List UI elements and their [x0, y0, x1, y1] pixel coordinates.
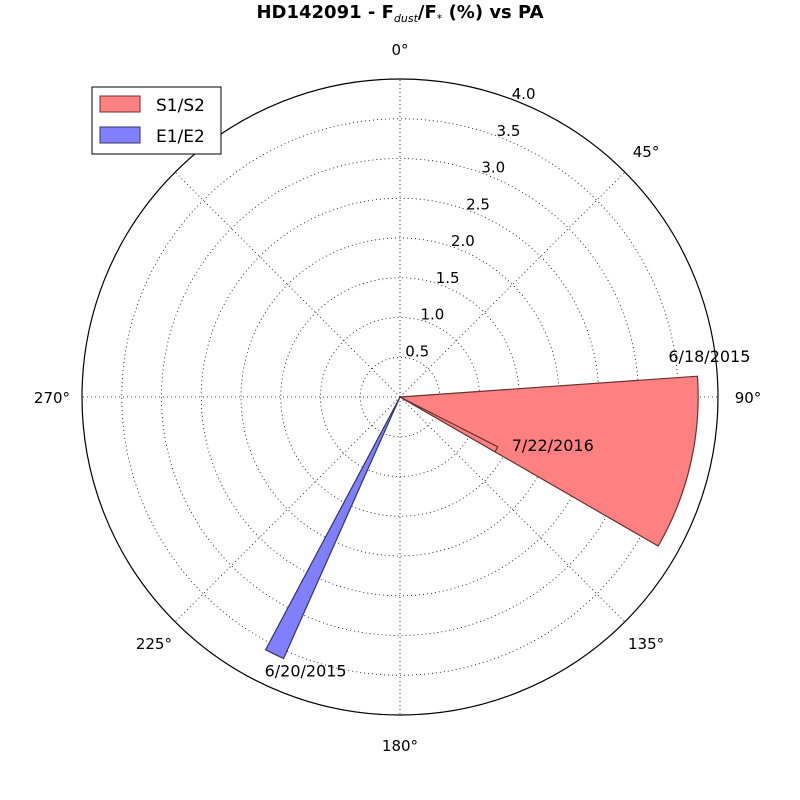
title-prefix: HD142091 - F — [256, 2, 393, 23]
bar-7-22-2016 — [399, 396, 499, 453]
legend-swatch-s1s2 — [99, 95, 141, 113]
bars — [264, 375, 699, 660]
grid-spoke — [399, 171, 626, 398]
outer-circle — [81, 78, 719, 716]
legend-label-s1s2: S1/S2 — [156, 96, 205, 116]
tick-labels: 0.5 1.0 1.5 2.0 2.5 3.0 3.5 4.0 0° 45° 90° 135° 180°… — [34, 41, 761, 755]
angle-tick-label: 135° — [628, 635, 664, 653]
radial-tick-label: 2.0 — [451, 232, 475, 250]
angle-tick-label: 0° — [391, 41, 408, 59]
radial-tick-label: 0.5 — [405, 342, 429, 360]
title-suffix: (%) vs PA — [442, 2, 543, 23]
bar-6-18-2015 — [398, 375, 699, 547]
chart-title: HD142091 - Fdust/F* (%) vs PA — [256, 2, 543, 25]
radial-tick-label: 1.5 — [436, 269, 460, 287]
title-mid: /F — [418, 2, 437, 23]
angle-tick-label: 180° — [382, 737, 418, 755]
radial-tick-label: 3.5 — [497, 122, 521, 140]
radial-tick-label: 4.0 — [512, 85, 536, 103]
radial-tick-label: 2.5 — [466, 195, 490, 213]
legend-label-e1e2: E1/E2 — [156, 127, 205, 147]
bar-6-20-2015 — [264, 396, 401, 660]
grid-spoke — [399, 396, 626, 623]
bar-label-6-20-2015: 6/20/2015 — [265, 661, 347, 680]
grid-spoke — [174, 171, 401, 398]
legend-swatch-e1e2 — [99, 126, 141, 144]
angle-tick-label: 270° — [34, 389, 70, 407]
radial-tick-label: 1.0 — [420, 306, 444, 324]
legend: S1/S2 E1/E2 — [91, 86, 222, 155]
title-sub-dust: dust — [394, 12, 419, 25]
angle-tick-label: 225° — [136, 635, 172, 653]
bar-label-6-18-2015: 6/18/2015 — [668, 347, 750, 366]
bar-labels: 6/18/2015 7/22/2016 6/20/2015 — [265, 347, 751, 680]
angle-tick-label: 90° — [735, 389, 762, 407]
grid-spoke — [174, 396, 401, 623]
title-sub-star: * — [437, 12, 443, 25]
bar-label-7-22-2016: 7/22/2016 — [512, 436, 594, 455]
angle-tick-label: 45° — [633, 143, 660, 161]
radial-tick-label: 3.0 — [481, 159, 505, 177]
